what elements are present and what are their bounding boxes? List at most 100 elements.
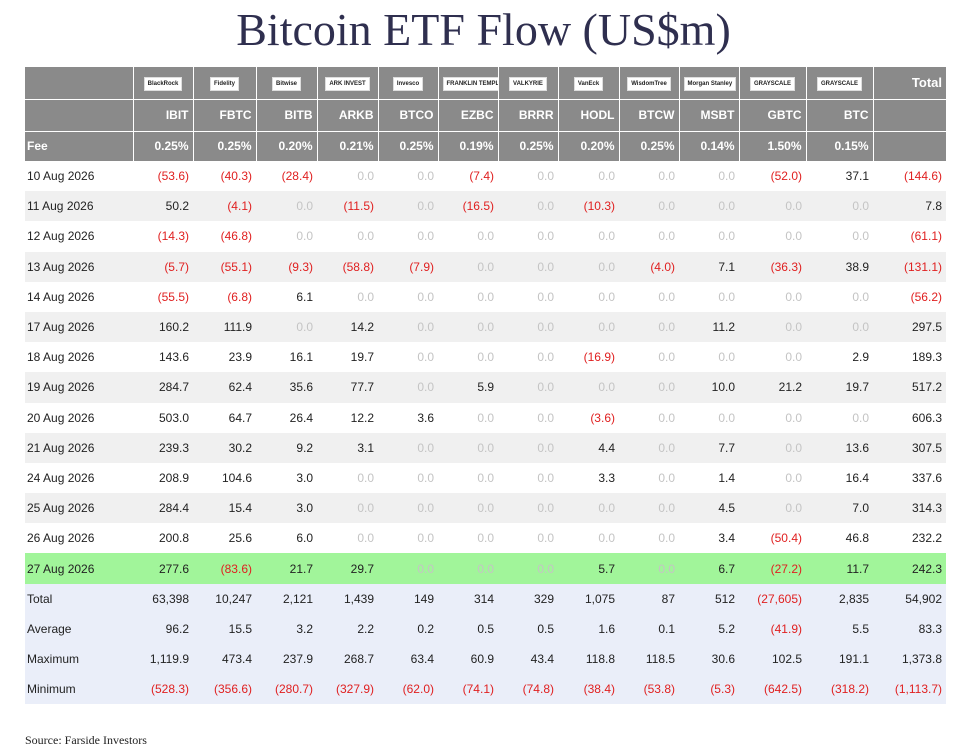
flow-cell: 0.0: [317, 281, 378, 312]
flow-cell: 0.0: [498, 281, 558, 312]
row-total-cell: (144.6): [873, 161, 946, 192]
stat-cell: 2,835: [806, 583, 873, 614]
flow-cell: (16.5): [438, 191, 498, 222]
flow-cell: (3.6): [558, 402, 619, 433]
stat-cell: 237.9: [256, 644, 317, 675]
fee-cell: 0.25%: [377, 131, 438, 162]
stat-row: Total 63,398 10,247 2,121 1,439 149 314 329 1,07…: [25, 583, 946, 614]
flow-cell: 0.0: [438, 402, 498, 433]
flow-cell: 0.0: [739, 281, 806, 312]
ticker-cell: HODL: [557, 99, 619, 132]
flow-cell: 62.4: [193, 372, 256, 403]
issuer-logo-cell: VanEck: [557, 67, 619, 100]
flow-cell: 3.3: [558, 462, 619, 494]
row-total-cell: 297.5: [873, 311, 946, 343]
issuer-logo: Bitwise: [271, 77, 301, 92]
flow-cell: 77.7: [317, 372, 378, 403]
flow-cell: 15.4: [193, 493, 256, 524]
flow-cell: 25.6: [193, 523, 256, 554]
flow-cell: (46.8): [193, 221, 256, 252]
flow-cell: 0.0: [378, 221, 438, 252]
source-note: Source: Farside Investors: [25, 733, 147, 747]
flow-cell: 0.0: [558, 221, 619, 252]
fee-total-cell: [872, 131, 946, 162]
stat-total-cell: 1,373.8: [873, 644, 946, 675]
issuer-logo: ARK INVEST: [325, 77, 370, 92]
flow-cell: 0.0: [679, 342, 739, 373]
row-total-cell: 337.6: [873, 462, 946, 494]
stat-cell: 43.4: [498, 644, 558, 675]
stat-cell: 0.5: [438, 613, 498, 644]
flow-cell: 0.0: [438, 432, 498, 463]
flow-cell: 104.6: [193, 462, 256, 494]
flow-cell: 0.0: [558, 493, 619, 524]
flow-cell: 12.2: [317, 402, 378, 433]
flow-cell: 0.0: [498, 493, 558, 524]
stat-cell: 96.2: [133, 613, 193, 644]
stat-cell: (642.5): [739, 674, 806, 705]
flow-cell: (55.1): [193, 251, 256, 282]
stat-cell: 0.2: [378, 613, 438, 644]
row-total-cell: 189.3: [873, 342, 946, 373]
flow-cell: 0.0: [438, 553, 498, 584]
flow-cell: 111.9: [193, 311, 256, 343]
issuer-logo: Invesco: [392, 77, 424, 92]
stat-cell: 87: [619, 583, 679, 614]
ticker-cell: BTC: [805, 99, 873, 132]
flow-cell: 0.0: [619, 523, 679, 554]
flow-cell: 46.8: [806, 523, 873, 554]
flow-cell: (50.4): [739, 523, 806, 554]
stat-cell: (74.8): [498, 674, 558, 705]
flow-cell: 0.0: [317, 493, 378, 524]
flow-cell: 7.1: [679, 251, 739, 282]
flow-cell: 0.0: [498, 462, 558, 494]
flow-cell: 0.0: [558, 251, 619, 282]
flow-cell: 0.0: [619, 281, 679, 312]
date-cell: 13 Aug 2026: [25, 251, 133, 282]
flow-cell: 2.9: [806, 342, 873, 373]
flow-cell: 0.0: [317, 523, 378, 554]
flow-cell: 7.7: [679, 432, 739, 463]
flow-cell: 0.0: [498, 342, 558, 373]
flow-cell: 0.0: [558, 372, 619, 403]
date-cell: 19 Aug 2026: [25, 372, 133, 403]
row-total-cell: 517.2: [873, 372, 946, 403]
flow-cell: 19.7: [806, 372, 873, 403]
issuer-logo-cell: FRANKLIN TEMPLETON: [437, 67, 498, 100]
flow-cell: (4.1): [193, 191, 256, 222]
ticker-cell: FBTC: [192, 99, 256, 132]
stat-cell: 60.9: [438, 644, 498, 675]
flow-cell: 0.0: [498, 191, 558, 222]
flow-cell: 0.0: [739, 493, 806, 524]
row-total-cell: 242.3: [873, 553, 946, 584]
issuer-logo: BlackRock: [143, 77, 183, 92]
flow-cell: 0.0: [739, 402, 806, 433]
flow-cell: 0.0: [378, 342, 438, 373]
date-cell: 10 Aug 2026: [25, 161, 133, 192]
flow-cell: 0.0: [806, 311, 873, 343]
row-total-cell: (56.2): [873, 281, 946, 312]
date-cell: 12 Aug 2026: [25, 221, 133, 252]
flow-cell: (9.3): [256, 251, 317, 282]
flow-cell: 21.2: [739, 372, 806, 403]
flow-cell: 0.0: [498, 311, 558, 343]
flow-cell: 284.7: [133, 372, 193, 403]
flow-cell: 0.0: [806, 281, 873, 312]
flow-cell: 14.2: [317, 311, 378, 343]
flow-cell: 0.0: [438, 342, 498, 373]
logo-corner-cell: [25, 67, 133, 100]
flow-cell: 26.4: [256, 402, 317, 433]
row-total-cell: 232.2: [873, 523, 946, 554]
stat-cell: 118.8: [558, 644, 619, 675]
flow-cell: (6.8): [193, 281, 256, 312]
ticker-cell: BRRR: [497, 99, 558, 132]
flow-cell: 0.0: [679, 402, 739, 433]
date-cell: 26 Aug 2026: [25, 523, 133, 554]
flow-cell: (58.8): [317, 251, 378, 282]
flow-cell: 3.1: [317, 432, 378, 463]
flow-cell: 0.0: [619, 342, 679, 373]
fee-cell: 0.25%: [618, 131, 679, 162]
date-cell: 27 Aug 2026: [25, 553, 133, 584]
flow-cell: 11.7: [806, 553, 873, 584]
table-row: 26 Aug 2026 200.8 25.6 6.0 0.0 0.0 0.0 0.0 0.0 0.…: [25, 523, 946, 554]
